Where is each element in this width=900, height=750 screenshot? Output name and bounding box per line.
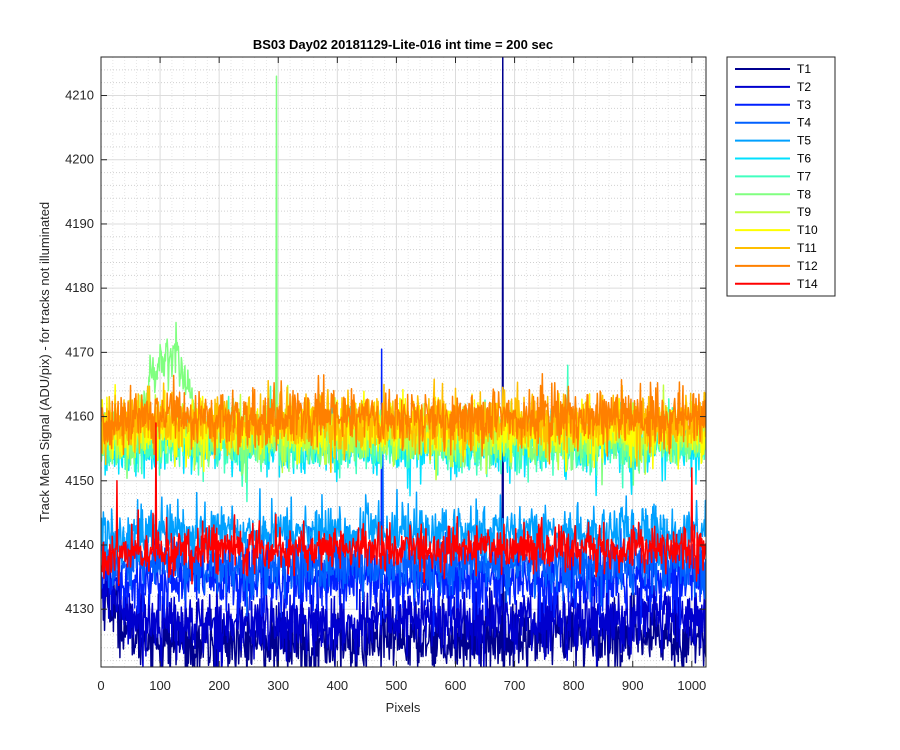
legend-label-t8: T8 [797, 187, 811, 201]
legend-label-t6: T6 [797, 152, 811, 166]
y-tick-label: 4160 [65, 409, 94, 424]
legend-label-t1: T1 [797, 62, 811, 76]
y-tick-label: 4180 [65, 280, 94, 295]
y-tick-label: 4190 [65, 216, 94, 231]
y-tick-label: 4200 [65, 152, 94, 167]
series-line-t12 [101, 373, 706, 465]
series-line-t14 [101, 422, 706, 587]
chart-title: BS03 Day02 20181129-Lite-016 int time = … [253, 37, 553, 52]
legend-label-t7: T7 [797, 169, 811, 183]
x-tick-label: 900 [622, 678, 644, 693]
x-tick-label: 700 [504, 678, 526, 693]
legend-label-t14: T14 [797, 277, 818, 291]
axis-ticks: 0 100 200 300 400 500 600 700 800 900 1000 4130 4140… [65, 57, 706, 693]
legend-label-t9: T9 [797, 205, 811, 219]
y-tick-label: 4130 [65, 601, 94, 616]
y-tick-label: 4150 [65, 473, 94, 488]
x-tick-label: 400 [326, 678, 348, 693]
x-tick-label: 300 [267, 678, 289, 693]
series-line-t1 [101, 57, 706, 667]
x-tick-label: 600 [445, 678, 467, 693]
plot-area-frame [100, 56, 707, 668]
legend-label-t11: T11 [797, 241, 817, 255]
legend-label-t4: T4 [797, 116, 811, 130]
x-tick-label: 100 [149, 678, 171, 693]
x-axis-label: Pixels [386, 700, 421, 715]
x-tick-label: 800 [563, 678, 585, 693]
x-tick-label: 500 [386, 678, 408, 693]
x-tick-label: 1000 [677, 678, 706, 693]
y-tick-label: 4170 [65, 344, 94, 359]
legend-label-t3: T3 [797, 98, 811, 112]
legend-label-t5: T5 [797, 134, 811, 148]
legend-label-t2: T2 [797, 80, 811, 94]
y-tick-label: 4140 [65, 537, 94, 552]
x-tick-label: 0 [97, 678, 104, 693]
y-tick-label: 4210 [65, 88, 94, 103]
x-tick-label: 200 [208, 678, 230, 693]
y-axis-label: Track Mean Signal (ADU/pix) - for tracks… [37, 202, 52, 522]
plot-series [101, 57, 706, 667]
legend: T1 T2 T3 T4 T5 T6 T7 T8 T9 T10 T11 T12 T14 [726, 56, 836, 297]
legend-label-t12: T12 [797, 259, 818, 273]
legend-label-t10: T10 [797, 223, 818, 237]
